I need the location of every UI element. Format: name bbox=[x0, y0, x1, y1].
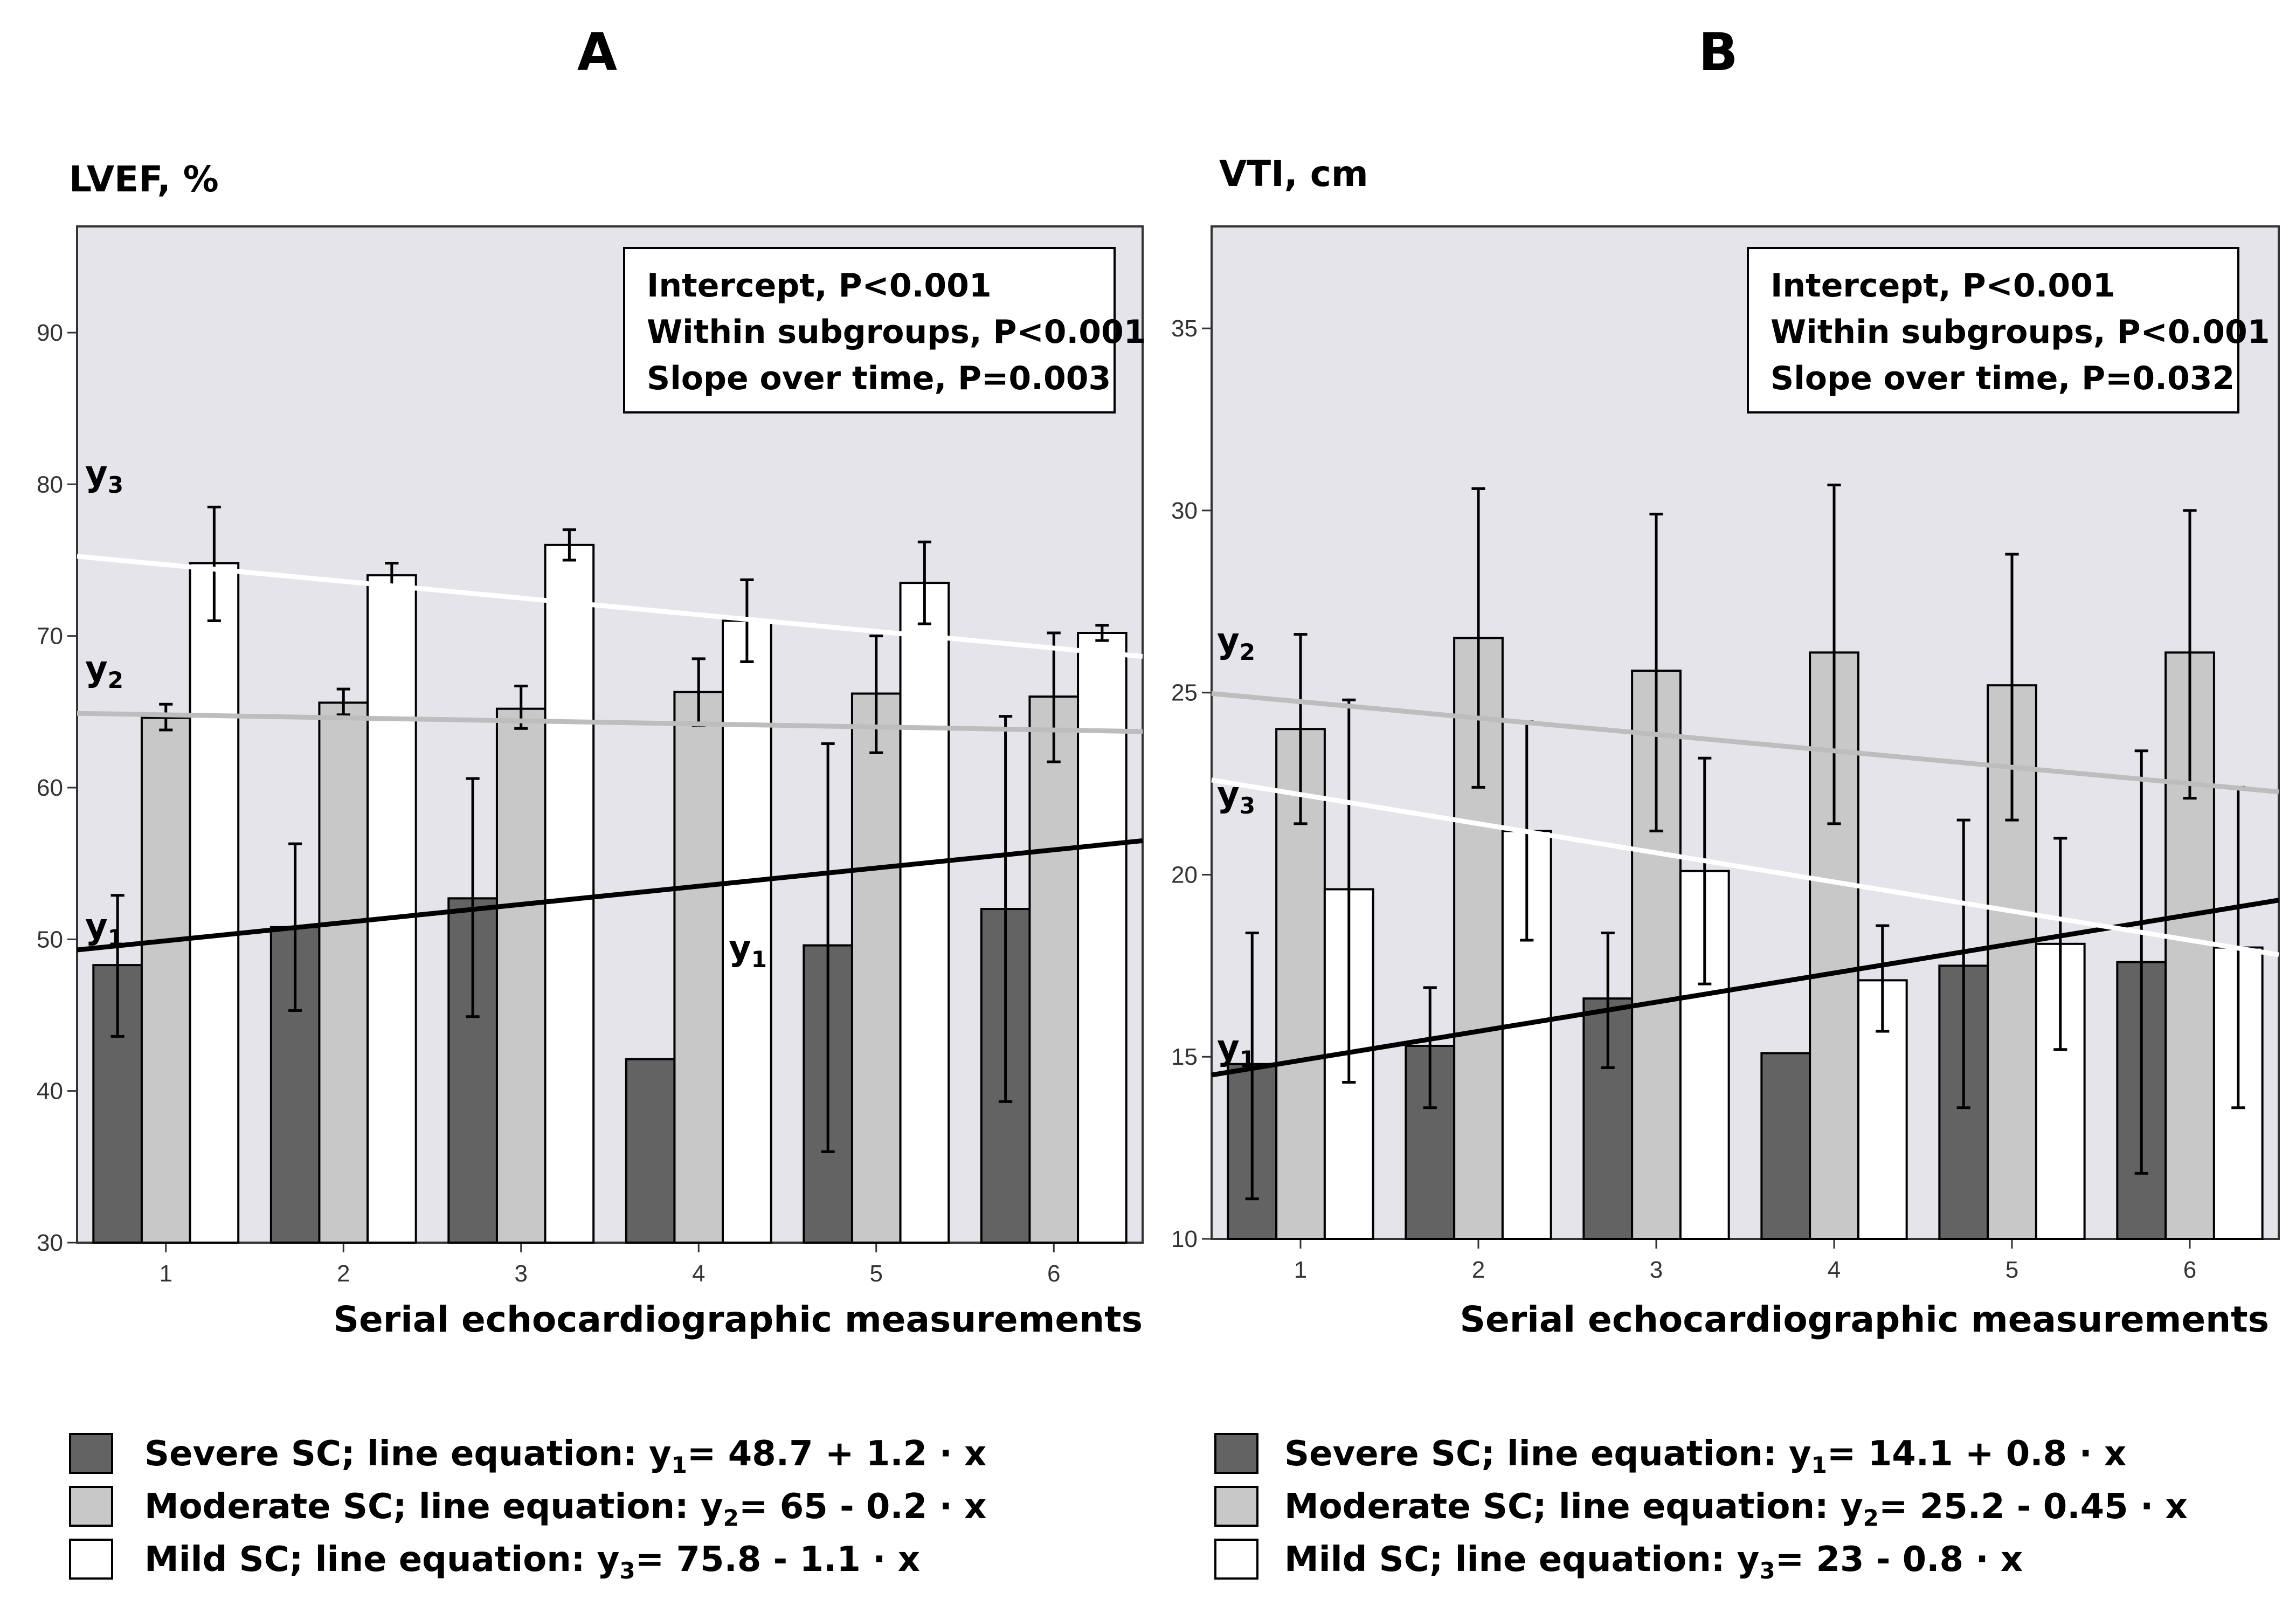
legend-a-swatch-severe bbox=[69, 1433, 113, 1474]
panel-b-ytick-label: 25 bbox=[1171, 680, 1198, 706]
panel-a-bar-mild bbox=[899, 582, 950, 1244]
panel-b-xtick-label: 3 bbox=[1650, 1257, 1663, 1283]
panel-a-bar-moderate bbox=[673, 691, 724, 1244]
legend-b-swatch-severe bbox=[1214, 1433, 1258, 1474]
panel-a-label-y3: y3 bbox=[85, 454, 123, 498]
panel-b-regression-y3 bbox=[1211, 777, 2279, 957]
panel-b-ylabel: VTI, cm bbox=[1219, 153, 1368, 195]
legend-a-severe: Severe SC; line equation: y1= 48.7 + 1.2… bbox=[144, 1434, 986, 1478]
panel-a-ytick-label: 70 bbox=[37, 623, 63, 650]
panel-a-xtick-label: 3 bbox=[515, 1260, 528, 1287]
panel-a-xtick-label: 2 bbox=[337, 1260, 350, 1287]
panel-a-bar-mild bbox=[366, 574, 417, 1244]
legend-a-mild: Mild SC; line equation: y3= 75.8 - 1.1 ·… bbox=[144, 1540, 920, 1584]
panel-a-stats-box bbox=[623, 247, 1116, 413]
legend-a-swatch-moderate bbox=[69, 1486, 113, 1527]
panel-a-bar-moderate bbox=[495, 707, 547, 1244]
panel-a-stat-slope: Slope over time, P=0.003 bbox=[647, 360, 1111, 397]
panel-b-regression-y1 bbox=[1211, 898, 2279, 1078]
panel-b-xtick-label: 2 bbox=[1472, 1257, 1485, 1283]
panel-b-stat-within: Within subgroups, P<0.001 bbox=[1771, 313, 2270, 351]
panel-b-xtick-label: 4 bbox=[1828, 1257, 1841, 1283]
panel-a-title: A bbox=[577, 22, 617, 82]
panel-a-label-y1: y1 bbox=[85, 907, 123, 951]
panel-a-regression-y1 bbox=[77, 838, 1143, 953]
panel-a-ytick-label: 40 bbox=[37, 1078, 63, 1105]
panel-a-ytick-label: 30 bbox=[37, 1230, 63, 1256]
panel-a-ytick-label: 50 bbox=[37, 926, 63, 953]
panel-a-xtick-label: 5 bbox=[870, 1260, 883, 1287]
panel-a-stat-intercept: Intercept, P<0.001 bbox=[647, 267, 992, 305]
panel-b-ytick-label: 30 bbox=[1171, 498, 1198, 524]
panel-b-ytick-label: 10 bbox=[1171, 1226, 1198, 1252]
panel-b-label-y1: y1 bbox=[1217, 1028, 1255, 1072]
panel-a-bar-moderate bbox=[1028, 695, 1080, 1244]
panel-b-xtick-label: 5 bbox=[2005, 1257, 2018, 1283]
legend-b-moderate: Moderate SC; line equation: y2= 25.2 - 0… bbox=[1284, 1487, 2188, 1531]
panel-a-label-y1-mid: y1 bbox=[729, 928, 767, 973]
panel-b-stats-box bbox=[1747, 247, 2239, 413]
panel-b-xtick-label: 6 bbox=[2183, 1257, 2196, 1283]
panel-a-ytick-label: 60 bbox=[37, 775, 63, 801]
panel-a-stat-within: Within subgroups, P<0.001 bbox=[647, 313, 1146, 351]
panel-b-label-y2: y2 bbox=[1217, 621, 1255, 665]
panel-a-regression-y2 bbox=[77, 711, 1143, 734]
panel-a-bar-mild bbox=[544, 543, 595, 1244]
panel-b-ytick-label: 35 bbox=[1171, 315, 1198, 342]
panel-b-bar-severe bbox=[1760, 1052, 1811, 1240]
panel-b-xtick-label: 1 bbox=[1294, 1257, 1307, 1283]
panel-a-label-y2: y2 bbox=[85, 649, 123, 693]
panel-a-xtick-label: 1 bbox=[160, 1260, 172, 1287]
panel-b-title: B bbox=[1698, 22, 1738, 82]
legend-b-swatch-moderate bbox=[1214, 1486, 1258, 1527]
panel-a-ytick-label: 80 bbox=[37, 471, 63, 498]
panel-a-bar-moderate bbox=[318, 701, 369, 1244]
panel-a-bar-severe bbox=[625, 1058, 676, 1244]
panel-a-xtick-label: 6 bbox=[1047, 1260, 1060, 1287]
panel-b-stat-slope: Slope over time, P=0.032 bbox=[1771, 360, 2235, 397]
panel-b-xlabel: Serial echocardiographic measurements bbox=[1460, 1299, 2269, 1340]
panel-b-ytick-label: 20 bbox=[1171, 861, 1198, 888]
panel-a-ylabel: LVEF, % bbox=[69, 158, 219, 200]
panel-a-xlabel: Serial echocardiographic measurements bbox=[333, 1299, 1143, 1340]
panel-a-ytick-label: 90 bbox=[37, 320, 63, 346]
legend-a-moderate: Moderate SC; line equation: y2= 65 - 0.2… bbox=[144, 1487, 986, 1531]
legend-a-swatch-mild bbox=[69, 1539, 113, 1580]
panel-a-bar-mild bbox=[189, 562, 240, 1244]
legend-b-mild: Mild SC; line equation: y3= 23 - 0.8 · x bbox=[1284, 1540, 2023, 1584]
panel-b-bar-mild bbox=[1857, 979, 1908, 1240]
panel-a-bar-moderate bbox=[140, 716, 191, 1244]
legend-b-swatch-mild bbox=[1214, 1539, 1258, 1580]
panel-a-bar-moderate bbox=[850, 692, 902, 1244]
panel-b-ytick-label: 15 bbox=[1171, 1044, 1198, 1070]
panel-b-stat-intercept: Intercept, P<0.001 bbox=[1771, 267, 2115, 305]
panel-a-regression-y3 bbox=[77, 554, 1143, 659]
panel-a-bar-mild bbox=[1077, 632, 1128, 1244]
legend-b-severe: Severe SC; line equation: y1= 14.1 + 0.8… bbox=[1284, 1434, 2126, 1478]
panel-a-xtick-label: 4 bbox=[692, 1260, 705, 1287]
panel-b-label-y3: y3 bbox=[1217, 775, 1255, 819]
panel-b-regression-y2 bbox=[1211, 691, 2279, 795]
